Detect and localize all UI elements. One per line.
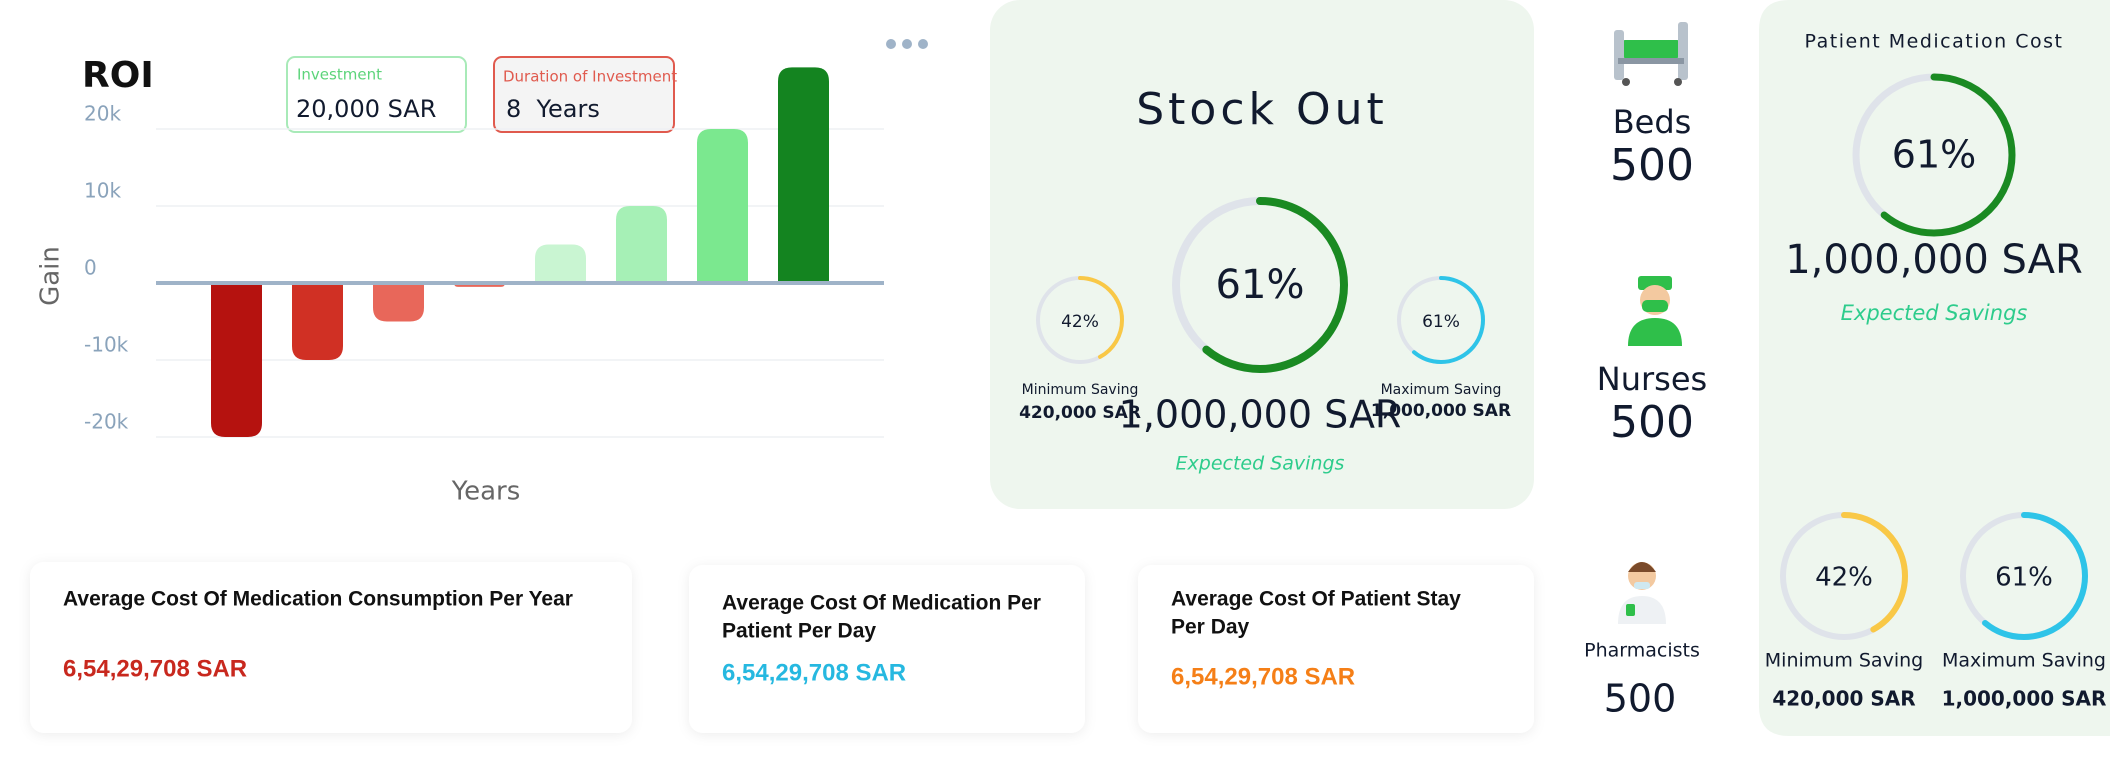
card xyxy=(30,562,632,733)
ring-progress xyxy=(1852,73,2016,237)
y-tick-label: -10k xyxy=(84,333,129,357)
badge-value: 8 Years xyxy=(506,95,600,123)
y-tick-label: 0 xyxy=(84,256,97,280)
ring-progress xyxy=(1172,197,1348,373)
staff-label: Beds xyxy=(1613,103,1692,141)
bar xyxy=(697,129,748,283)
amount: 420,000 SAR xyxy=(1772,687,1915,711)
badge-label: Duration of Investment xyxy=(503,68,677,86)
ring-label: 42% xyxy=(1815,563,1873,593)
card-title: Average Cost Of Patient Stay xyxy=(1171,588,1461,611)
amount: 1,000,000 SAR xyxy=(1785,237,2083,283)
amount: 1,000,000 SAR xyxy=(1942,687,2107,711)
caption: Maximum Saving xyxy=(1381,382,1502,398)
panel-title: Patient Medication Cost xyxy=(1805,31,2064,53)
card-value: 6,54,29,708 SAR xyxy=(63,655,247,682)
caption: Expected Savings xyxy=(1841,301,2028,325)
badge-value: 20,000 SAR xyxy=(296,95,436,123)
amount: 1,000,000 SAR xyxy=(1119,393,1402,437)
chart-title: ROI xyxy=(82,55,154,96)
ring-label: 61% xyxy=(1892,133,1976,177)
staff-label: Nurses xyxy=(1597,360,1707,398)
card-value: 6,54,29,708 SAR xyxy=(722,659,906,686)
card-title: Average Cost Of Medication Per xyxy=(722,592,1041,615)
y-axis-label: Gain xyxy=(36,246,66,306)
bar xyxy=(292,283,343,360)
staff-label: Pharmacists xyxy=(1584,640,1700,662)
patient-cost-panel xyxy=(1759,0,2110,736)
card xyxy=(689,565,1085,733)
investment-badge xyxy=(286,56,467,133)
card xyxy=(1138,565,1534,733)
ring-progress xyxy=(1960,512,2088,640)
ring-progress xyxy=(1036,276,1124,364)
staff-count: 500 xyxy=(1604,677,1677,721)
ring-label: 61% xyxy=(1995,563,2053,593)
ring-label: 42% xyxy=(1061,312,1099,332)
duration-badge xyxy=(493,56,675,133)
caption: Minimum Saving xyxy=(1765,650,1923,672)
badge-label: Investment xyxy=(297,66,382,84)
card-title: Per Day xyxy=(1171,616,1250,639)
menu[interactable] xyxy=(886,39,928,49)
y-tick-label: -20k xyxy=(84,410,129,434)
card-title: Patient Per Day xyxy=(722,620,876,643)
stock-out-panel xyxy=(990,0,1534,509)
ring-progress xyxy=(1397,276,1485,364)
card-title: Average Cost Of Medication Consumption P… xyxy=(63,588,573,611)
ring-label: 61% xyxy=(1422,312,1460,332)
y-tick-label: 10k xyxy=(84,179,121,203)
card-value: 6,54,29,708 SAR xyxy=(1171,663,1355,690)
bar xyxy=(373,283,424,322)
ring-label: 61% xyxy=(1216,262,1305,308)
caption: Expected Savings xyxy=(1176,453,1345,475)
caption: Minimum Saving xyxy=(1022,382,1139,398)
bar xyxy=(778,67,829,284)
staff-count: 500 xyxy=(1610,140,1694,191)
ring-progress xyxy=(1780,512,1908,640)
nurse-icon xyxy=(1628,276,1682,346)
dot xyxy=(886,39,896,49)
caption: Maximum Saving xyxy=(1942,650,2106,672)
panel-title: Stock Out xyxy=(1136,84,1388,135)
staff-count: 500 xyxy=(1610,397,1694,448)
bar xyxy=(535,244,586,283)
pharmacist-icon xyxy=(1618,562,1666,624)
bar xyxy=(211,283,262,437)
x-axis-label: Years xyxy=(451,477,521,507)
amount: 1,000,000 SAR xyxy=(1371,401,1511,421)
dot xyxy=(918,39,928,49)
y-tick-label: 20k xyxy=(84,102,121,126)
dot xyxy=(902,39,912,49)
amount: 420,000 SAR xyxy=(1019,403,1141,423)
bar xyxy=(616,206,667,283)
bed-icon xyxy=(1614,22,1688,86)
